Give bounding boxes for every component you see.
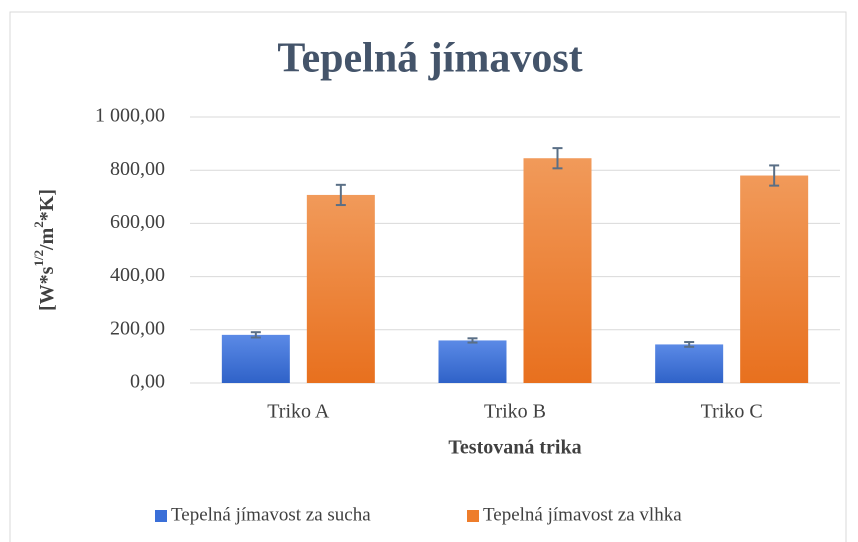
y-axis-label-part: 2 (31, 221, 46, 228)
chart-frame (9, 11, 847, 542)
y-tick-label: 800,00 (110, 158, 165, 180)
y-axis-label-part: /m (36, 227, 58, 251)
x-tick-label: Triko B (484, 401, 546, 423)
bar (306, 194, 375, 383)
x-tick-label: Triko A (267, 401, 330, 423)
x-tick-label: Triko C (701, 401, 763, 423)
error-bar (335, 183, 346, 207)
bar (221, 334, 290, 383)
y-tick-label: 400,00 (110, 264, 165, 286)
chart-title: Tepelná jímavost (277, 36, 582, 82)
legend-label: Tepelná jímavost za sucha (171, 504, 371, 525)
error-bar (467, 337, 478, 344)
bar (523, 158, 592, 383)
y-axis-label-part: *K] (36, 189, 58, 221)
y-axis-label-part: [W*s (36, 266, 58, 311)
y-tick-label: 0,00 (130, 371, 165, 393)
y-axis-label: [W*s1/2/m2*K] (31, 189, 57, 311)
error-bar (769, 164, 780, 187)
bar (740, 175, 809, 383)
x-axis-label: Testovaná trika (448, 437, 581, 459)
y-tick-label: 600,00 (110, 211, 165, 233)
bar (438, 340, 507, 383)
error-bar (250, 331, 261, 339)
legend-swatch (467, 510, 479, 522)
error-bar (552, 147, 563, 170)
legend-swatch (155, 510, 167, 522)
bar (655, 344, 724, 383)
error-bar (684, 341, 695, 348)
legend-label: Tepelná jímavost za vlhka (483, 504, 682, 525)
y-axis-label-part: 1/2 (31, 250, 46, 267)
y-tick-label: 1 000,00 (95, 105, 165, 127)
y-tick-label: 200,00 (110, 317, 165, 339)
